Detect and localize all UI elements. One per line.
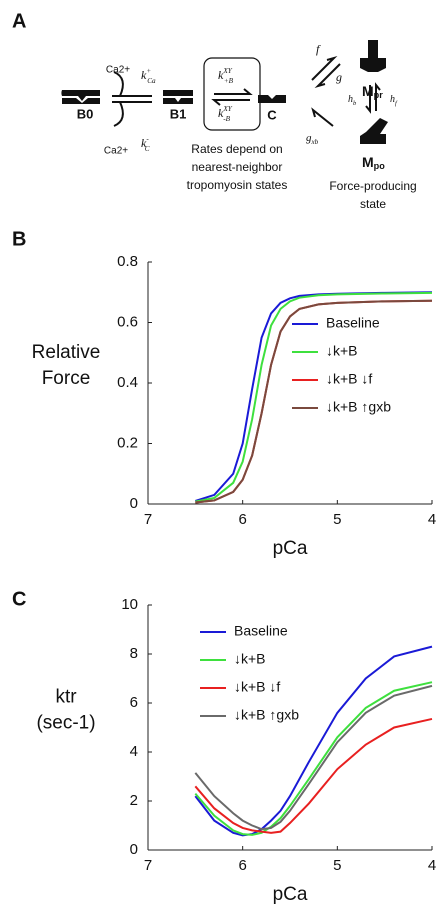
line — [195, 299, 433, 504]
note: Rates depend on — [191, 142, 282, 156]
rate-label: hb — [348, 94, 357, 107]
y-tick-label: 0 — [130, 495, 138, 512]
state-label: B1 — [170, 106, 187, 121]
label-part: h — [390, 94, 395, 105]
rate-label: k+ Ca — [141, 67, 156, 85]
x-tick-label: 6 — [238, 511, 246, 528]
y-tick-label: 0.8 — [117, 253, 138, 270]
rate-label: gxb — [306, 132, 319, 146]
line — [194, 645, 433, 837]
y-axis-label: Relative — [32, 342, 101, 363]
legend-label: ↓k+B ↑gxb — [234, 707, 299, 723]
panel-label: B — [12, 228, 26, 250]
label-part: k — [218, 68, 224, 82]
label-part: h — [348, 94, 353, 105]
b1-icon — [163, 90, 193, 104]
label-part: k — [218, 106, 224, 120]
x-tick-label: 4 — [428, 857, 436, 874]
rate-label: Mpo — [362, 154, 385, 172]
rate-label: g — [336, 70, 342, 84]
line — [195, 299, 433, 504]
note: Force-producing — [329, 179, 416, 193]
label-part: g — [306, 132, 312, 144]
rate-label: k- C — [141, 135, 150, 153]
label-part: C — [145, 145, 150, 153]
label-part: pr — [374, 90, 384, 100]
legend-label: ↓k+B — [234, 651, 266, 667]
y-tick-label: 0.4 — [117, 374, 138, 391]
label-part: f — [395, 100, 398, 107]
legend-label: ↓k+B — [326, 343, 358, 359]
label-part: k — [141, 136, 147, 150]
note: nearest-neighbor — [192, 160, 283, 174]
label-part: -B — [223, 115, 230, 123]
label-part: M — [362, 83, 374, 99]
rate-label: kXY +B — [218, 67, 234, 85]
panel-label: C — [12, 588, 26, 610]
y-tick-label: 10 — [121, 596, 138, 613]
x-tick-label: 7 — [144, 857, 152, 874]
rate-label: kXY -B — [218, 105, 233, 123]
rate-label: Mpr — [362, 83, 383, 101]
label-part: Ca — [147, 77, 156, 85]
note: tropomyosin states — [187, 178, 288, 192]
legend-label: ↓k+B ↓f — [234, 679, 280, 695]
y-axis-label: (sec-1) — [36, 713, 95, 734]
y-axis-label: ktr — [55, 687, 77, 708]
calcium-label: Ca2+ — [106, 65, 130, 76]
label-part: XY — [222, 67, 232, 75]
y-tick-label: 2 — [130, 792, 138, 809]
arrows — [112, 55, 381, 127]
rate-label: f — [316, 42, 321, 56]
note: state — [360, 197, 386, 211]
x-tick-label: 4 — [428, 511, 436, 528]
y-tick-label: 0.2 — [117, 434, 138, 451]
panel-label: A — [12, 10, 26, 32]
label-part: k — [141, 68, 147, 82]
y-tick-label: 8 — [130, 645, 138, 662]
label-part: XY — [222, 105, 232, 113]
y-tick-label: 4 — [130, 743, 138, 760]
line — [194, 717, 433, 834]
y-tick-label: 0 — [130, 841, 138, 858]
mpr-icon — [360, 40, 386, 72]
y-tick-label: 0.6 — [117, 313, 138, 330]
rate-label: hf — [390, 94, 398, 107]
label-part: xb — [311, 138, 319, 146]
x-tick-label: 6 — [238, 857, 246, 874]
label-part: - — [146, 135, 149, 143]
legend-label: Baseline — [326, 315, 380, 331]
c-icon — [258, 95, 286, 103]
label-part: b — [353, 100, 357, 107]
label-part: +B — [224, 77, 234, 85]
x-axis-label: pCa — [273, 538, 308, 559]
legend-label: ↓k+B ↑gxb — [326, 399, 391, 415]
legend-label: ↓k+B ↓f — [326, 371, 372, 387]
label-part: + — [146, 67, 151, 75]
legend-label: Baseline — [234, 623, 288, 639]
state-label: B0 — [77, 106, 94, 121]
state-label: C — [267, 107, 277, 122]
x-axis-label: pCa — [273, 884, 308, 905]
x-tick-label: 5 — [333, 857, 341, 874]
calcium-label: Ca2+ — [104, 146, 128, 157]
y-axis-label: Force — [42, 368, 91, 389]
mpo-icon — [360, 118, 388, 144]
label-part: po — [374, 161, 386, 171]
rate-box — [203, 57, 261, 131]
x-tick-label: 5 — [333, 511, 341, 528]
label-part: M — [362, 154, 374, 170]
line — [194, 681, 433, 836]
line — [195, 291, 433, 503]
y-tick-label: 6 — [130, 694, 138, 711]
x-tick-label: 7 — [144, 511, 152, 528]
line — [194, 684, 433, 831]
b0-icon — [61, 90, 100, 104]
diagram: A B0 B1 C Ca2+ Ca2+ Rates depend on near… — [12, 10, 417, 211]
